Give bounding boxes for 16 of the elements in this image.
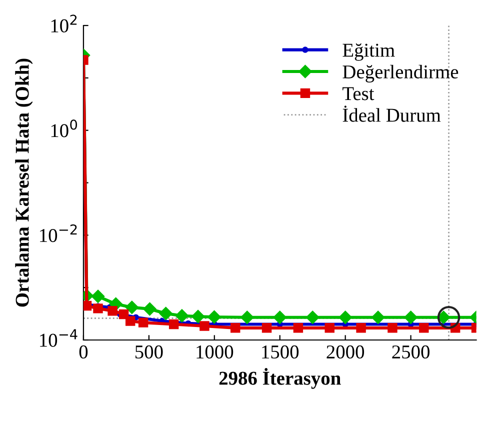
- x-tick-label: 1000: [196, 345, 234, 359]
- y-axis-title: Ortalama Karesel Hata (Okh): [15, 58, 33, 307]
- x-tick-label: 2500: [392, 345, 430, 359]
- x-tick-label: 0: [79, 345, 88, 359]
- x-tick-label: 2000: [326, 345, 364, 359]
- y-tick-label: 10$^{0}$: [51, 120, 78, 138]
- legend-label: Değerlendirme: [342, 64, 458, 83]
- legend-label: Eğitim: [342, 43, 395, 61]
- legend-label: Test: [342, 87, 374, 100]
- x-tick-label: 500: [135, 345, 163, 359]
- x-axis-title: 2986 İterasyon: [219, 368, 341, 389]
- x-tick-label: 1500: [262, 345, 299, 359]
- legend-label: İdeal Durum: [342, 106, 441, 122]
- y-tick-label: 10$^{−2}$: [40, 224, 77, 242]
- y-tick-label: 10$^{2}$: [51, 14, 77, 32]
- y-tick-label: 10$^{−4}$: [40, 329, 78, 347]
